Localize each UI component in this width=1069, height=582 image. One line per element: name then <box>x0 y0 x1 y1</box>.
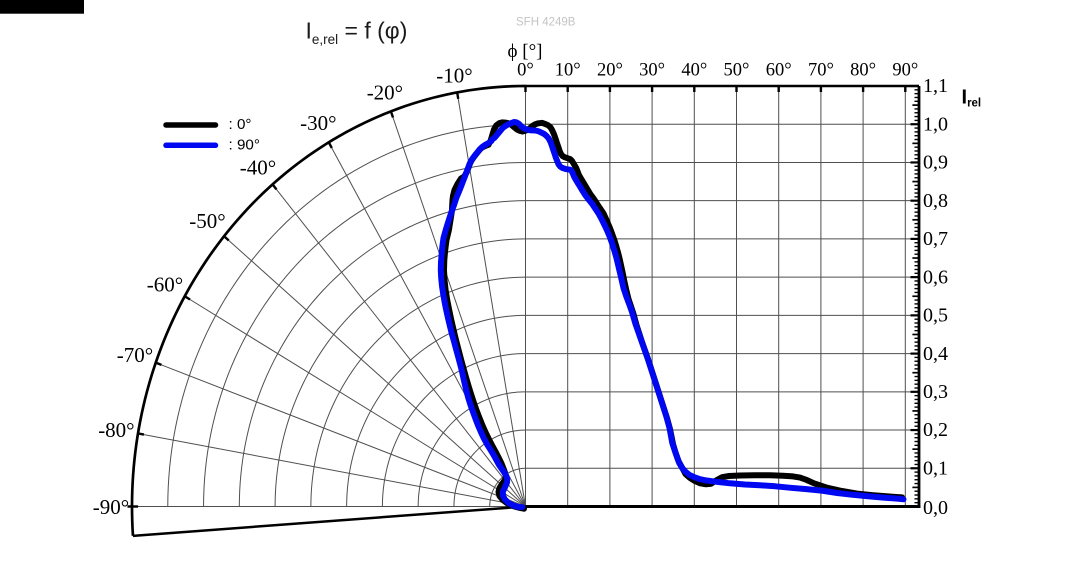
svg-text:-40°: -40° <box>240 155 276 179</box>
svg-text:Ie,rel = f (φ): Ie,rel = f (φ) <box>306 18 408 48</box>
svg-text:-70°: -70° <box>117 343 153 367</box>
svg-text:-60°: -60° <box>147 273 183 297</box>
svg-text:-80°: -80° <box>98 418 134 442</box>
svg-text:-90°: -90° <box>93 495 129 519</box>
svg-text:1,0: 1,0 <box>923 113 948 135</box>
svg-text:0,4: 0,4 <box>923 343 948 365</box>
svg-text:: 0°: : 0° <box>229 116 252 133</box>
svg-text:0,7: 0,7 <box>923 228 948 250</box>
svg-text:40°: 40° <box>681 61 707 81</box>
svg-text:SFH 4249B: SFH 4249B <box>516 17 576 29</box>
svg-text:90°: 90° <box>892 61 918 81</box>
svg-text:20°: 20° <box>597 61 623 81</box>
svg-text:0,5: 0,5 <box>923 305 948 327</box>
svg-text:0,8: 0,8 <box>923 190 948 212</box>
svg-text:-20°: -20° <box>367 81 403 105</box>
svg-text:0,1: 0,1 <box>923 458 948 480</box>
svg-text:: 90°: : 90° <box>229 137 260 154</box>
svg-text:0,6: 0,6 <box>923 266 948 288</box>
svg-text:60°: 60° <box>766 61 792 81</box>
svg-text:0°: 0° <box>517 61 534 81</box>
svg-text:1,1: 1,1 <box>923 75 948 97</box>
svg-text:0,3: 0,3 <box>923 381 948 403</box>
svg-text:80°: 80° <box>850 61 876 81</box>
svg-text:-50°: -50° <box>189 209 225 233</box>
svg-text:30°: 30° <box>639 61 665 81</box>
svg-text:0,2: 0,2 <box>923 419 948 441</box>
svg-text:10°: 10° <box>555 61 581 81</box>
svg-text:70°: 70° <box>808 61 834 81</box>
svg-text:50°: 50° <box>724 61 750 81</box>
svg-text:0,9: 0,9 <box>923 152 948 174</box>
svg-text:0,0: 0,0 <box>923 497 948 519</box>
svg-text:-30°: -30° <box>300 111 336 135</box>
svg-text:ϕ [°]: ϕ [°] <box>508 41 543 62</box>
svg-text:-10°: -10° <box>436 64 472 88</box>
